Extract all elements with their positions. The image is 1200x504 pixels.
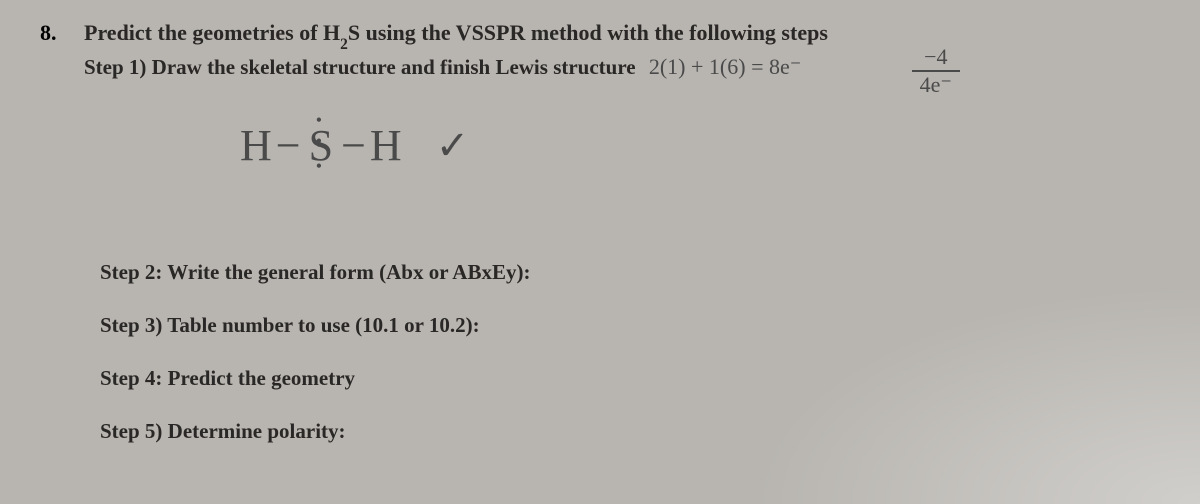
question-text-before: Predict the geometries of H: [84, 20, 340, 45]
step2-label: Step 2: Write the general form (Abx or A…: [100, 260, 530, 285]
lewis-h-left: H: [240, 120, 276, 171]
lewis-structure: H − • • S • • − H ✓: [240, 120, 473, 171]
step5-label: Step 5) Determine polarity:: [100, 419, 530, 444]
lewis-h-right: H: [370, 120, 406, 171]
paper-glare: [750, 284, 1200, 504]
lewis-bond-right: −: [341, 120, 370, 171]
lower-steps: Step 2: Write the general form (Abx or A…: [100, 260, 530, 472]
step1-label: Step 1) Draw the skeletal structure and …: [84, 55, 636, 79]
handwritten-electron-count: 2(1) + 1(6) = 8e⁻: [649, 54, 802, 80]
lewis-sulfur: • • S • •: [309, 120, 337, 171]
question-number: 8.: [40, 20, 68, 46]
lone-pair-bottom: • •: [316, 135, 330, 177]
question-text: Predict the geometries of H2S using the …: [84, 20, 828, 50]
question-row: 8. Predict the geometries of H2S using t…: [40, 20, 1160, 50]
question-text-after: S using the VSSPR method with the follow…: [348, 20, 828, 45]
handwritten-fraction: −4 4e⁻: [912, 44, 960, 98]
fraction-top: −4: [912, 44, 960, 72]
step1-line: Step 1) Draw the skeletal structure and …: [84, 54, 1160, 80]
lewis-bond-left: −: [276, 120, 305, 171]
checkmark-icon: ✓: [436, 122, 474, 169]
subscript-2: 2: [340, 36, 348, 53]
step3-label: Step 3) Table number to use (10.1 or 10.…: [100, 313, 530, 338]
step4-label: Step 4: Predict the geometry: [100, 366, 530, 391]
fraction-bottom: 4e⁻: [912, 72, 960, 98]
